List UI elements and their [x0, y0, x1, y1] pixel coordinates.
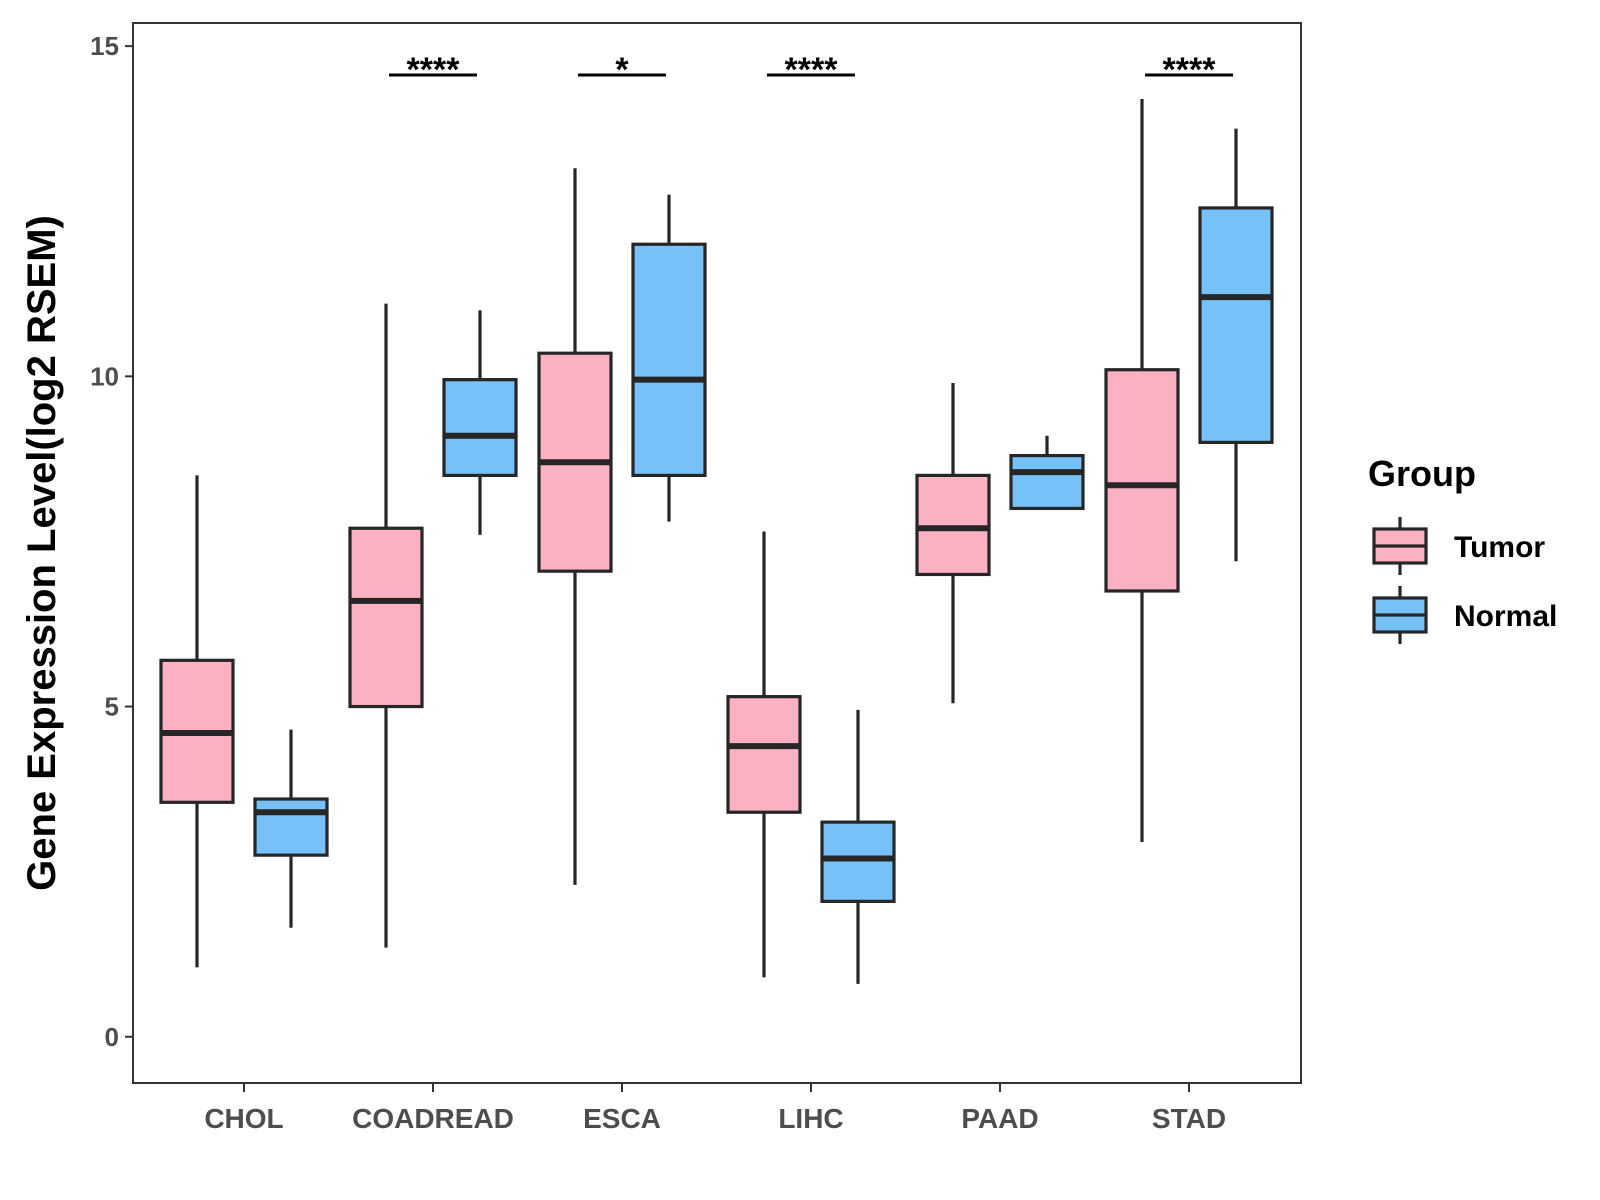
box-body-normal-esca — [631, 242, 707, 477]
box-normal-esca — [631, 194, 707, 522]
y-tick-label-0: 0 — [105, 1022, 119, 1052]
box-normal-lihc — [820, 709, 896, 984]
x-tick-label-chol: CHOL — [204, 1103, 283, 1134]
x-tick-label-paad: PAAD — [961, 1103, 1038, 1134]
legend-title: Group — [1368, 453, 1476, 494]
box-tumor-chol — [159, 475, 235, 968]
box-body-tumor-stad — [1104, 368, 1180, 593]
chart-marks: **** * **** **** — [159, 51, 1274, 984]
box-normal-paad — [1009, 435, 1085, 511]
significance-esca: * — [578, 51, 666, 89]
significance-lihc: **** — [767, 51, 855, 89]
box-normal-coadread — [442, 310, 518, 535]
box-body-normal-coadread — [442, 378, 518, 477]
legend-label-normal: Normal — [1454, 600, 1557, 633]
box-normal-chol — [253, 729, 329, 928]
x-tick-label-esca: ESCA — [583, 1103, 661, 1134]
y-tick-label-15: 15 — [90, 31, 119, 61]
significance-label-stad: **** — [1163, 51, 1217, 89]
legend-item-tumor: Tumor — [1372, 517, 1545, 575]
y-axis-title: Gene Expression Level(log2 RSEM) — [20, 215, 64, 891]
box-body-tumor-coadread — [348, 526, 424, 709]
x-tick-label-coadread: COADREAD — [352, 1103, 514, 1134]
box-tumor-lihc — [726, 531, 802, 978]
box-tumor-stad — [1104, 98, 1180, 842]
x-tick-label-lihc: LIHC — [778, 1103, 843, 1134]
box-body-normal-lihc — [820, 820, 896, 903]
y-tick-label-10: 10 — [90, 361, 119, 391]
box-normal-stad — [1198, 128, 1274, 562]
box-body-normal-paad — [1009, 453, 1085, 511]
box-body-normal-stad — [1198, 206, 1274, 444]
significance-label-coadread: **** — [407, 51, 461, 89]
chart-axes: 0 5 10 15 CHOL COADREAD ESCA LIHC PAAD STAD Gene E… — [20, 31, 1226, 1134]
y-tick-label-5: 5 — [105, 692, 119, 722]
box-body-normal-chol — [253, 797, 329, 857]
significance-stad: **** — [1145, 51, 1233, 89]
box-tumor-paad — [915, 382, 991, 704]
significance-label-esca: * — [615, 51, 629, 89]
x-tick-label-stad: STAD — [1152, 1103, 1226, 1134]
box-tumor-coadread — [348, 303, 424, 948]
legend-item-normal: Normal — [1372, 586, 1557, 644]
significance-label-lihc: **** — [785, 51, 839, 89]
box-tumor-esca — [537, 168, 613, 885]
box-body-tumor-paad — [915, 473, 991, 577]
legend: Group Tumor Normal — [1368, 453, 1557, 644]
legend-label-tumor: Tumor — [1454, 531, 1545, 564]
significance-coadread: **** — [389, 51, 477, 89]
box-body-tumor-lihc — [726, 695, 802, 814]
